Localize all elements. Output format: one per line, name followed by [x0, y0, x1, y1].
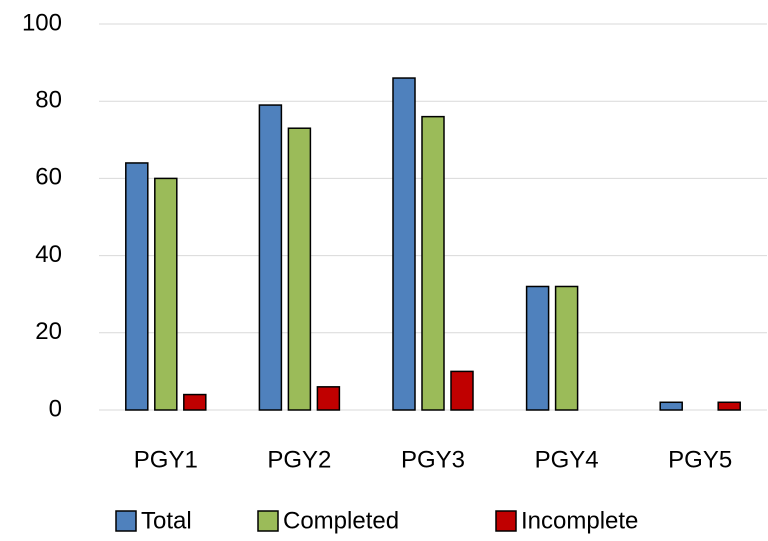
legend-label: Completed	[283, 507, 399, 534]
bar	[154, 177, 178, 411]
y-tick-label: 100	[22, 9, 62, 36]
x-tick-label: PGY4	[535, 446, 599, 473]
legend-label: Incomplete	[521, 507, 638, 534]
y-tick-label: 80	[35, 87, 62, 114]
bar	[392, 77, 416, 411]
legend-swatch	[495, 510, 517, 532]
bar	[554, 285, 579, 411]
y-tick-label: 40	[35, 241, 62, 268]
bar	[421, 115, 445, 411]
x-tick-label: PGY1	[134, 446, 198, 473]
legend-swatch	[257, 510, 279, 532]
y-tick-label: 60	[35, 164, 62, 191]
bar	[125, 162, 149, 411]
x-tick-label: PGY3	[401, 446, 465, 473]
legend-label: Total	[141, 507, 192, 534]
bar	[183, 393, 207, 411]
bar	[659, 401, 683, 411]
y-tick-label: 0	[49, 395, 62, 422]
legend-swatch	[115, 510, 137, 532]
bar	[450, 370, 474, 411]
y-tick-label: 20	[35, 318, 62, 345]
bar	[316, 386, 341, 411]
bar	[525, 285, 550, 411]
x-tick-label: PGY5	[668, 446, 732, 473]
x-tick-label: PGY2	[267, 446, 331, 473]
bar	[258, 104, 283, 411]
bar	[287, 127, 312, 411]
bar	[717, 401, 741, 411]
